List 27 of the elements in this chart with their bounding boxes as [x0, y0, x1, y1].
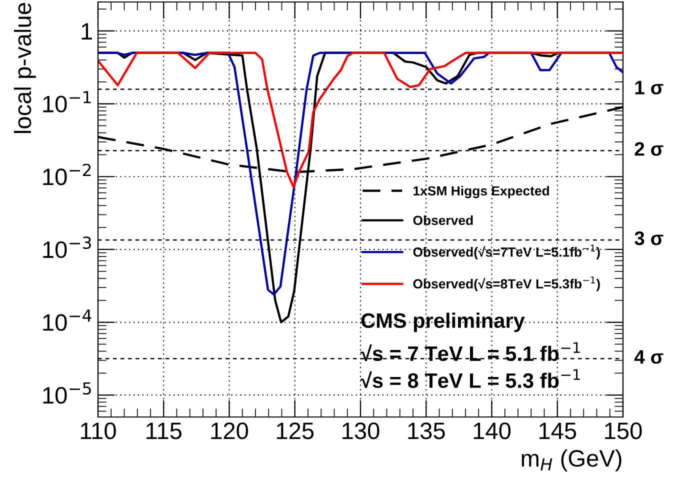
y-tick-label: 10$^{−3}$ [43, 236, 91, 258]
x-tick-label: 130 [342, 422, 380, 440]
y-tick-label: 10$^{−4}$ [43, 310, 92, 331]
y-tick-label: 10$^{−2}$ [43, 164, 91, 186]
annotation: CMS preliminary [361, 312, 525, 332]
x-tick-label: 110 [80, 422, 116, 440]
legend-label: Observed(√s=8TeV L=5.3fb$^{−1}$) [413, 276, 600, 292]
x-tick-label: 125 [276, 422, 314, 440]
legend-label: 1xSM Higgs Expected [414, 186, 549, 198]
x-tick-label: 145 [539, 422, 576, 440]
x-tick-label: 115 [146, 422, 182, 440]
y-tick-label: 10$^{−1}$ [43, 91, 91, 112]
y-axis-title: local p-value [14, 3, 36, 133]
x-tick-label: 150 [605, 422, 642, 440]
y-tick-label: 10$^{−5}$ [43, 382, 91, 404]
x-tick-label: 120 [211, 422, 248, 440]
ref-line-label: 3 σ [634, 231, 664, 246]
ref-line-label: 2 σ [634, 142, 664, 156]
x-tick-label: 140 [474, 422, 511, 440]
ref-line-label: 1 σ [635, 80, 664, 94]
y-tick-label: 1 [82, 23, 92, 40]
legend-label: Observed [413, 215, 473, 226]
ref-line-label: 4 σ [634, 350, 664, 364]
x-axis-title: m$_{H}$ (GeV) [522, 449, 622, 472]
legend-label: Observed(√s=7TeV L=5.1fb$^{−1}$) [413, 244, 600, 260]
x-tick-label: 135 [408, 422, 445, 440]
annotation: √s = 8 TeV L = 5.3 fb$^{−1}$ [360, 369, 580, 388]
